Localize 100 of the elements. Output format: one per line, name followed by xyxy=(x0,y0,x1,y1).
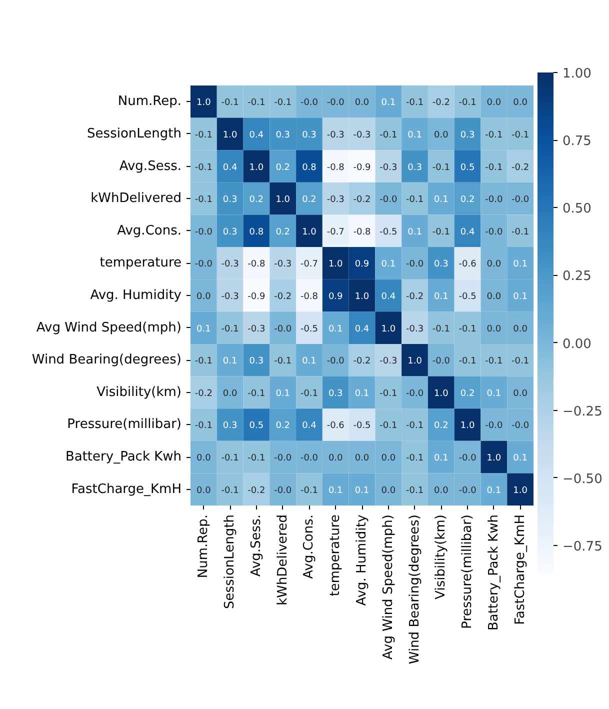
y-tick-label: Avg. Humidity xyxy=(90,288,182,303)
data-label: 0.0 xyxy=(354,98,370,108)
data-label: 0.1 xyxy=(434,195,448,206)
data-label: -0.0 xyxy=(300,454,318,464)
data-label: 0.1 xyxy=(486,486,502,496)
data-label: 0.1 xyxy=(381,260,396,270)
data-label: 0.4 xyxy=(381,292,396,302)
data-label: -0.1 xyxy=(485,130,503,140)
data-label: 0.0 xyxy=(354,454,370,464)
data-label: -0.8 xyxy=(326,162,345,173)
data-label: 0.0 xyxy=(486,260,502,270)
data-label: 0.3 xyxy=(408,162,422,173)
data-label: -0.1 xyxy=(274,98,292,108)
data-label: -0.0 xyxy=(406,388,424,399)
data-label: 1.0 xyxy=(328,260,344,270)
data-label: 0.4 xyxy=(249,130,264,140)
data-label: 0.1 xyxy=(513,454,528,464)
data-label: 0.0 xyxy=(513,98,528,108)
data-label: 0.3 xyxy=(328,388,343,399)
data-label: -0.1 xyxy=(406,195,424,206)
y-tick-label: Avg Wind Speed(mph) xyxy=(36,320,182,336)
data-label: 0.2 xyxy=(302,195,316,206)
x-tick-label: Avg.Cons. xyxy=(302,514,317,579)
data-label: -0.8 xyxy=(300,292,318,302)
data-label: -0.3 xyxy=(380,356,398,367)
data-label: -0.7 xyxy=(300,260,318,270)
data-label: -0.1 xyxy=(406,486,424,496)
color-bar-label: 0.00 xyxy=(562,336,592,352)
data-label: 0.0 xyxy=(222,388,238,399)
data-label: 0.2 xyxy=(249,195,264,206)
data-label: -0.5 xyxy=(353,421,371,432)
data-label: -0.1 xyxy=(194,195,212,206)
data-label: 0.1 xyxy=(328,324,343,334)
y-tick-label: temperature xyxy=(100,256,182,271)
data-label: -0.2 xyxy=(353,356,371,367)
data-label: -0.1 xyxy=(380,421,398,432)
y-tick-label: SessionLength xyxy=(87,126,182,142)
data-label: -0.1 xyxy=(512,227,530,238)
data-label: -0.1 xyxy=(248,388,266,399)
data-label: 1.0 xyxy=(381,324,396,334)
data-label: 0.0 xyxy=(381,454,396,464)
data-label: 0.2 xyxy=(276,162,290,173)
data-label: -0.1 xyxy=(432,324,450,334)
y-tick-label: Wind Bearing(degrees) xyxy=(32,352,182,368)
data-label: -0.1 xyxy=(512,130,530,140)
y-tick-label: Avg.Sess. xyxy=(119,158,182,174)
color-bar-label: 0.50 xyxy=(562,202,592,217)
data-label: 0.1 xyxy=(328,486,343,496)
data-label: -0.1 xyxy=(485,356,503,367)
data-label: -0.1 xyxy=(274,356,292,367)
data-label: -0.1 xyxy=(194,162,212,173)
data-label: 0.1 xyxy=(408,130,422,140)
data-label: 0.3 xyxy=(222,195,238,206)
data-label: 0.0 xyxy=(513,324,528,334)
color-bar-label: 1.00 xyxy=(562,66,592,82)
data-label: -0.0 xyxy=(406,260,424,270)
y-tick-label: Num.Rep. xyxy=(118,94,182,110)
color-bar-label: −0.25 xyxy=(562,404,602,420)
data-label: -0.3 xyxy=(221,260,239,270)
y-tick-label: Visibility(km) xyxy=(96,384,182,400)
data-label: -0.0 xyxy=(485,195,503,206)
color-bar-label: −0.50 xyxy=(562,472,602,487)
data-label: 0.1 xyxy=(434,454,448,464)
data-label: 0.4 xyxy=(302,421,317,432)
x-tick-label: kWhDelivered xyxy=(275,514,290,606)
data-label: -0.2 xyxy=(194,388,212,399)
data-label: 0.2 xyxy=(460,195,475,206)
data-label: 0.1 xyxy=(408,227,422,238)
data-label: 0.0 xyxy=(434,486,449,496)
data-label: -0.0 xyxy=(380,195,398,206)
data-label: -0.8 xyxy=(248,260,266,270)
data-label: 1.0 xyxy=(302,227,317,238)
data-label: -0.0 xyxy=(512,195,530,206)
data-label: 0.1 xyxy=(381,98,396,108)
data-label: 0.2 xyxy=(276,421,290,432)
data-label: 1.0 xyxy=(249,162,264,173)
data-label: -0.0 xyxy=(485,421,503,432)
data-label: -0.2 xyxy=(248,486,266,496)
data-label: -0.5 xyxy=(380,227,398,238)
data-label: -0.1 xyxy=(194,421,212,432)
data-label: -0.1 xyxy=(221,486,239,496)
data-label: -0.2 xyxy=(274,292,292,302)
data-label: -0.1 xyxy=(458,356,476,367)
data-label: 0.0 xyxy=(328,454,344,464)
data-label: 0.1 xyxy=(276,388,290,399)
data-label: -0.1 xyxy=(300,486,318,496)
data-label: 0.2 xyxy=(460,388,475,399)
data-label: 1.0 xyxy=(513,486,528,496)
color-bar-label: 0.75 xyxy=(562,134,592,150)
data-label: -0.0 xyxy=(458,454,477,464)
data-label: 0.3 xyxy=(249,356,264,367)
data-label: -0.1 xyxy=(380,388,398,399)
data-label: -0.8 xyxy=(353,227,372,238)
data-label: -0.1 xyxy=(300,388,318,399)
data-label: 0.0 xyxy=(196,292,212,302)
data-label: 0.5 xyxy=(460,162,475,173)
data-label: 1.0 xyxy=(486,454,502,464)
y-tick-label: Pressure(millibar) xyxy=(67,417,182,432)
data-label: 1.0 xyxy=(196,98,212,108)
data-label: 0.0 xyxy=(381,486,396,496)
